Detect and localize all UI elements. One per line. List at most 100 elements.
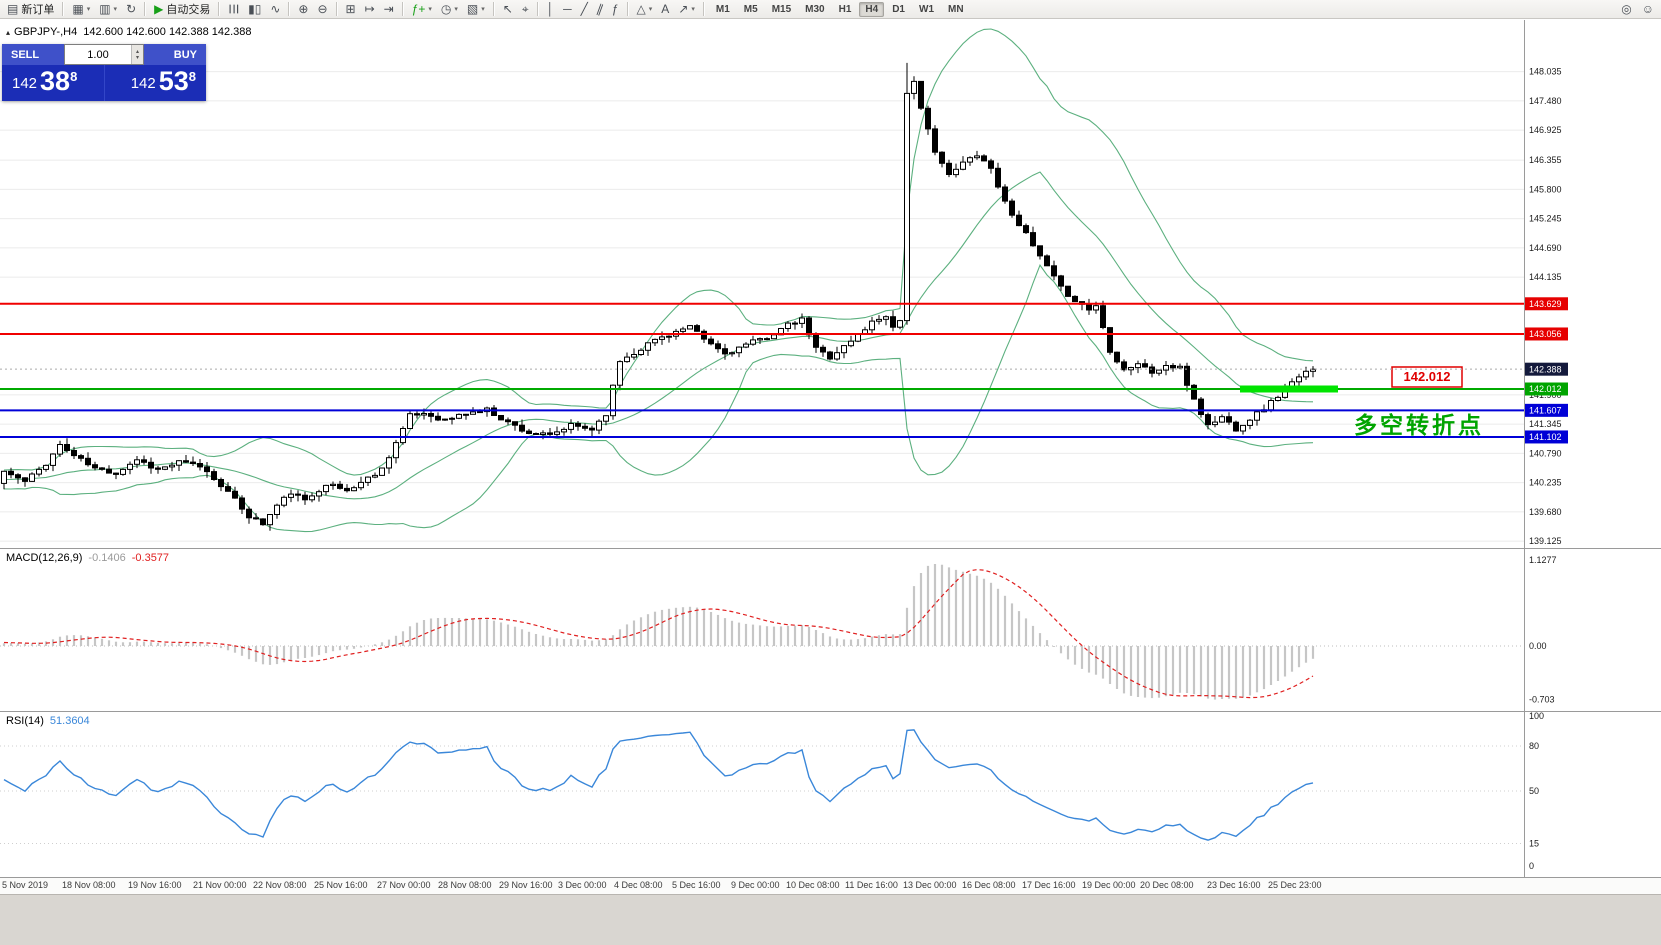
candle (1198, 397, 1204, 418)
candlestick-chart-button[interactable]: ▮▯ (244, 1, 265, 18)
sell-button[interactable]: SELL (2, 44, 64, 65)
volume-up-button[interactable]: ▴ (135, 48, 139, 55)
cursor-button[interactable]: ↖ (499, 1, 517, 18)
candle (1170, 363, 1176, 372)
candle (603, 415, 609, 426)
price-axis[interactable]: 148.035 147.480 146.925 146.355 145.800 145.2… (1525, 67, 1568, 547)
candle (596, 419, 602, 435)
candle (1051, 260, 1057, 281)
volume-down-button[interactable]: ▾ (135, 54, 139, 61)
candle (617, 360, 623, 391)
candle (260, 518, 266, 526)
turning-point-annotation: 多空转折点 (1354, 412, 1484, 438)
candle (533, 432, 539, 435)
sell-price[interactable]: 142 38 8 (2, 65, 104, 101)
bar-chart-icon: ☰ (226, 3, 241, 15)
search-button[interactable]: ◎ (1617, 1, 1635, 18)
auto-scroll-button[interactable]: ↦ (361, 1, 379, 18)
candle (1156, 369, 1162, 376)
line-chart-button[interactable]: ∿ (266, 1, 284, 18)
time-axis[interactable]: 5 Nov 2019 18 Nov 08:00 19 Nov 16:00 21 Nov… (0, 878, 1661, 894)
timeframe-m1-button[interactable]: M1 (710, 2, 736, 17)
text-label-button[interactable]: A (657, 1, 673, 18)
new-order-button[interactable]: ▤ 新订单 (3, 1, 58, 18)
fibonacci-button[interactable]: ƒ (608, 1, 623, 18)
candle (589, 425, 595, 437)
candle (85, 452, 91, 467)
periods-button[interactable]: ◷ ▾ (437, 1, 462, 18)
window-footer (0, 894, 1661, 945)
chart-shift-button[interactable]: ⇥ (380, 1, 398, 18)
time-axis-label: 13 Dec 00:00 (903, 880, 957, 890)
volume-input[interactable] (65, 45, 131, 64)
candle (50, 453, 56, 472)
toolbar-separator (218, 2, 221, 16)
refresh-button[interactable]: ↻ (122, 1, 140, 18)
candle (372, 472, 378, 479)
candle (834, 346, 840, 361)
candle (939, 151, 945, 168)
candle (1142, 359, 1148, 368)
candle (995, 162, 1001, 189)
candle (911, 76, 917, 100)
time-axis-label: 4 Dec 08:00 (614, 880, 663, 890)
candle (1212, 416, 1218, 428)
price-axis-label: 146.925 (1529, 125, 1562, 135)
indicators-icon: ƒ+ (411, 2, 426, 16)
buy-button[interactable]: BUY (144, 44, 206, 65)
horizontal-line-button[interactable]: ─ (559, 1, 576, 18)
candle (281, 495, 287, 508)
candle (162, 466, 168, 471)
autotrading-button[interactable]: ▶ 自动交易 (150, 1, 214, 18)
zoom-out-button[interactable]: ⊖ (313, 1, 331, 18)
time-axis-label: 10 Dec 08:00 (786, 880, 840, 890)
trendline-button[interactable]: ╱ (577, 1, 592, 18)
timeframe-w1-button[interactable]: W1 (913, 2, 940, 17)
candle (36, 466, 42, 477)
timeframe-h1-button[interactable]: H1 (833, 2, 858, 17)
crosshair-button[interactable]: ⌖ (518, 1, 533, 18)
level-lines[interactable]: 142.012 (0, 302, 1524, 438)
timeframe-h4-button[interactable]: H4 (859, 1, 885, 17)
timeframe-m5-button[interactable]: M5 (738, 2, 764, 17)
rsi-axis-label: 0 (1529, 861, 1534, 871)
zoom-in-button[interactable]: ⊕ (294, 1, 312, 18)
buy-price[interactable]: 142 53 8 (103, 65, 207, 101)
equidistant-channel-button[interactable]: ∥ (593, 1, 607, 18)
profiles-button[interactable]: ▥ ▾ (95, 1, 121, 18)
shapes-button[interactable]: △ ▾ (633, 1, 657, 18)
new-order-label: 新订单 (21, 4, 55, 16)
candle (638, 348, 644, 356)
bar-chart-button[interactable]: ☰ (224, 1, 243, 18)
timeframe-m30-button[interactable]: M30 (799, 2, 830, 17)
candle (407, 409, 413, 430)
one-click-collapse-arrow[interactable]: ▴ (6, 28, 11, 37)
indicators-button[interactable]: ƒ+ ▾ (408, 1, 436, 18)
time-axis-label: 11 Dec 16:00 (845, 880, 898, 890)
toolbar-buttons: ▤ 新订单 ▦ ▾ ▥ ▾ ↻ ▶ 自动交易 ☰ ▮▯ ∿ ⊕ ⊖ ⊞ ↦ ⇥ ƒ+ ▾ ◷ ▾ ▧ ▾ ↖ ⌖ │ ─ ╱ ∥ ƒ △ ▾ A… (3, 1, 708, 18)
candle (750, 335, 756, 346)
candle (890, 310, 896, 332)
community-button[interactable]: ☺ (1638, 1, 1658, 18)
price-axis-label: 147.480 (1529, 96, 1562, 106)
toolbar-separator (702, 2, 705, 16)
tile-windows-button[interactable]: ⊞ (342, 1, 360, 18)
macd-panel[interactable]: 1.1277 0.00 -0.703 (0, 549, 1661, 712)
main-chart[interactable]: 142.012 多空转折点 148.035 147.480 146.925 146.355… (0, 20, 1661, 549)
timeframe-mn-button[interactable]: MN (942, 2, 970, 17)
candle (666, 335, 672, 343)
new-chart-button[interactable]: ▦ ▾ (68, 1, 94, 18)
candle (680, 326, 686, 334)
candle (386, 455, 392, 474)
candle (92, 461, 98, 471)
templates-button[interactable]: ▧ ▾ (463, 1, 489, 18)
timeframe-m15-button[interactable]: M15 (766, 2, 797, 17)
equidistant-channel-icon: ∥ (594, 1, 606, 17)
vertical-line-button[interactable]: │ (543, 1, 559, 18)
macd-axis-label: 1.1277 (1529, 555, 1557, 565)
time-axis-label: 18 Nov 08:00 (62, 880, 116, 890)
timeframe-d1-button[interactable]: D1 (886, 2, 911, 17)
price-axis-badge-label: 141.607 (1529, 406, 1562, 416)
arrows-button[interactable]: ↗ ▾ (674, 1, 699, 18)
rsi-panel[interactable]: 100 80 50 15 0 (0, 712, 1661, 878)
